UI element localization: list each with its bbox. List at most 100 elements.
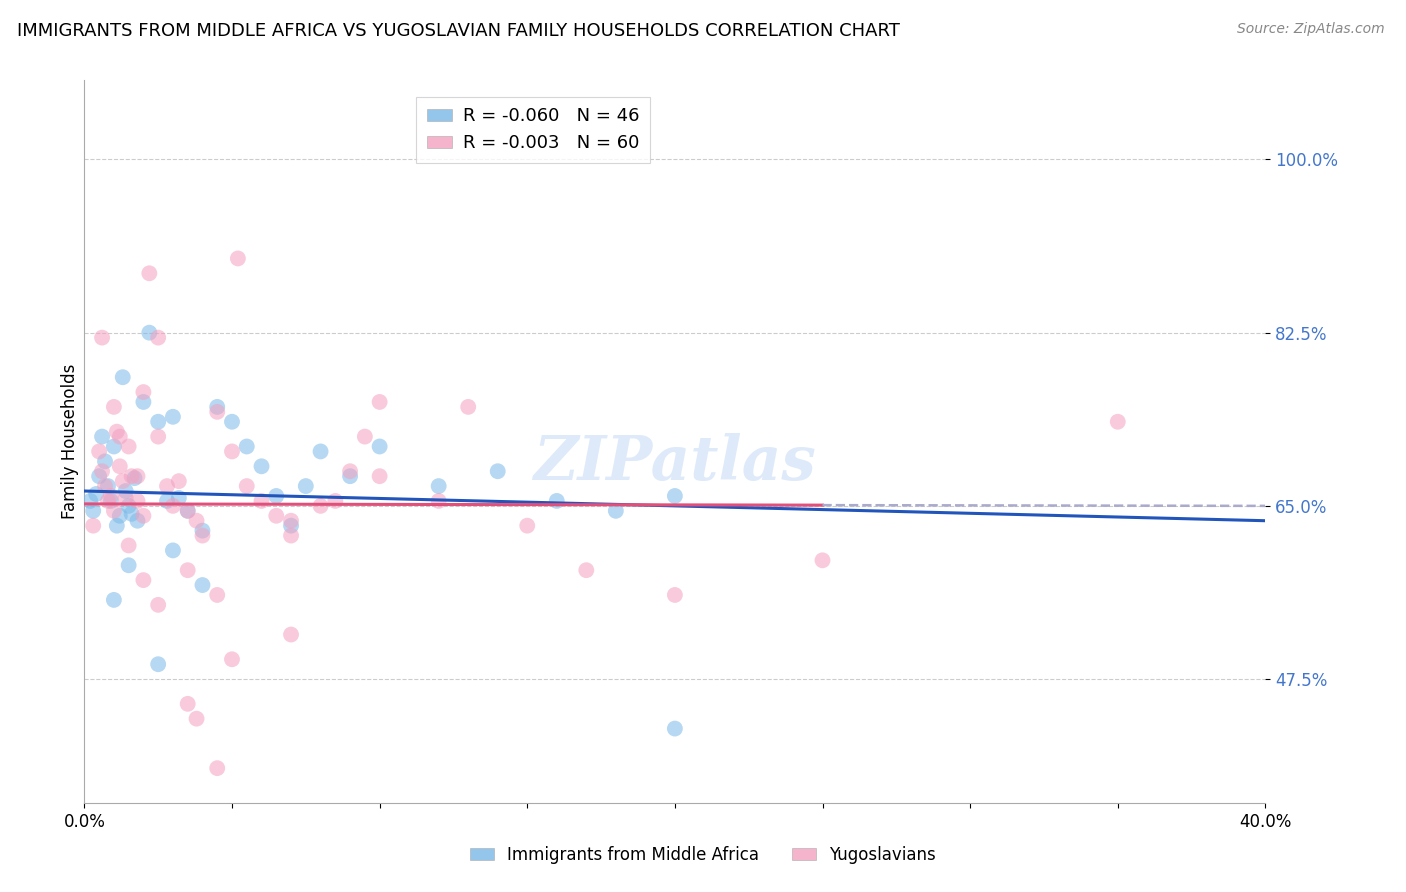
Point [138,326,160,340]
Point [664,722,686,736]
Point [100,494,122,508]
Point [79,494,101,508]
Point [108,459,131,474]
Point [132,385,155,400]
Point [148,598,170,612]
Point [811,553,834,567]
Point [191,528,214,542]
Point [148,330,170,344]
Point [127,494,149,508]
Point [114,491,136,505]
Point [148,657,170,672]
Point [118,539,141,553]
Point [114,483,136,498]
Point [177,697,200,711]
Point [177,504,200,518]
Point [84,487,107,501]
Point [309,499,332,513]
Point [82,518,104,533]
Point [148,415,170,429]
Point [162,409,184,424]
Point [162,543,184,558]
Point [186,712,208,726]
Point [105,425,128,439]
Point [82,504,104,518]
Y-axis label: Family Households: Family Households [60,364,79,519]
Point [191,524,214,538]
Point [121,507,143,521]
Point [427,494,450,508]
Point [339,464,361,478]
Legend: Immigrants from Middle Africa, Yugoslavians: Immigrants from Middle Africa, Yugoslavi… [464,839,942,871]
Legend: R = -0.060   N = 46, R = -0.003   N = 60: R = -0.060 N = 46, R = -0.003 N = 60 [416,96,651,163]
Point [221,444,243,458]
Point [207,761,229,775]
Point [280,627,302,641]
Point [118,499,141,513]
Point [309,444,332,458]
Point [368,469,391,483]
Point [94,479,117,493]
Text: IMMIGRANTS FROM MIDDLE AFRICA VS YUGOSLAVIAN FAMILY HOUSEHOLDS CORRELATION CHART: IMMIGRANTS FROM MIDDLE AFRICA VS YUGOSLA… [17,22,900,40]
Point [103,593,125,607]
Point [295,479,318,493]
Point [266,489,288,503]
Point [103,400,125,414]
Point [167,474,190,488]
Point [1107,415,1129,429]
Point [221,415,243,429]
Point [121,469,143,483]
Point [280,518,302,533]
Point [148,429,170,443]
Point [118,440,141,454]
Text: Source: ZipAtlas.com: Source: ZipAtlas.com [1237,22,1385,37]
Point [280,514,302,528]
Point [266,508,288,523]
Text: ZIPatlas: ZIPatlas [533,434,817,493]
Point [118,558,141,573]
Point [250,494,273,508]
Point [546,494,568,508]
Point [207,405,229,419]
Point [132,573,155,587]
Point [354,429,377,443]
Point [207,588,229,602]
Point [108,429,131,443]
Point [486,464,509,478]
Point [325,494,347,508]
Point [191,578,214,592]
Point [162,499,184,513]
Point [368,440,391,454]
Point [236,440,259,454]
Point [156,494,179,508]
Point [87,444,111,458]
Point [226,252,249,266]
Point [664,489,686,503]
Point [207,400,229,414]
Point [100,489,122,503]
Point [91,429,114,443]
Point [575,563,598,577]
Point [664,588,686,602]
Point [280,528,302,542]
Point [94,454,117,468]
Point [111,370,134,384]
Point [156,479,179,493]
Point [177,504,200,518]
Point [457,400,479,414]
Point [605,504,627,518]
Point [516,518,538,533]
Point [127,469,149,483]
Point [91,330,114,344]
Point [132,508,155,523]
Point [138,266,160,280]
Point [127,514,149,528]
Point [97,494,120,508]
Point [111,474,134,488]
Point [236,479,259,493]
Point [91,464,114,478]
Point [108,508,131,523]
Point [132,395,155,409]
Point [103,440,125,454]
Point [87,469,111,483]
